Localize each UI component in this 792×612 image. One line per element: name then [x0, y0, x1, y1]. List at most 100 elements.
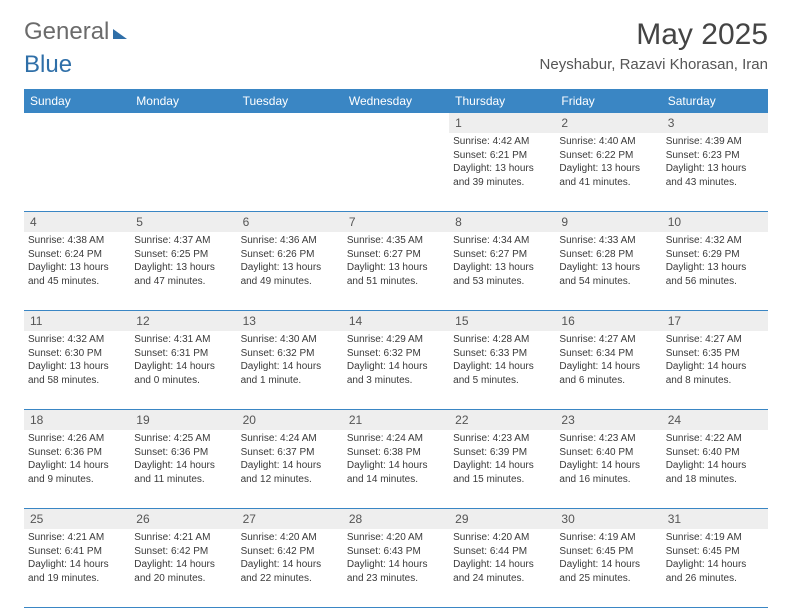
- day-cell: Sunrise: 4:19 AMSunset: 6:45 PMDaylight:…: [555, 529, 661, 607]
- day-number-row: 123: [24, 113, 768, 133]
- day-number: 7: [343, 212, 449, 232]
- day-cell: Sunrise: 4:23 AMSunset: 6:39 PMDaylight:…: [449, 430, 555, 508]
- day-number: 30: [555, 509, 661, 529]
- day-number: 19: [130, 410, 236, 430]
- sunrise-text: Sunrise: 4:21 AM: [134, 531, 232, 545]
- daylight-text: Daylight: 14 hours and 20 minutes.: [134, 558, 232, 585]
- day-cell: Sunrise: 4:28 AMSunset: 6:33 PMDaylight:…: [449, 331, 555, 409]
- day-cell: Sunrise: 4:34 AMSunset: 6:27 PMDaylight:…: [449, 232, 555, 310]
- weekday-heading: Wednesday: [343, 89, 449, 113]
- sunrise-text: Sunrise: 4:32 AM: [28, 333, 126, 347]
- day-number: 2: [555, 113, 661, 133]
- day-number: 8: [449, 212, 555, 232]
- sunset-text: Sunset: 6:29 PM: [666, 248, 764, 262]
- day-number: 13: [237, 311, 343, 331]
- sunset-text: Sunset: 6:42 PM: [134, 545, 232, 559]
- day-cell: Sunrise: 4:24 AMSunset: 6:38 PMDaylight:…: [343, 430, 449, 508]
- sunrise-text: Sunrise: 4:32 AM: [666, 234, 764, 248]
- day-cell: Sunrise: 4:20 AMSunset: 6:43 PMDaylight:…: [343, 529, 449, 607]
- sunrise-text: Sunrise: 4:20 AM: [453, 531, 551, 545]
- day-cell: [130, 133, 236, 211]
- daylight-text: Daylight: 14 hours and 15 minutes.: [453, 459, 551, 486]
- calendar-row: Sunrise: 4:21 AMSunset: 6:41 PMDaylight:…: [24, 529, 768, 608]
- day-number: 6: [237, 212, 343, 232]
- sunrise-text: Sunrise: 4:40 AM: [559, 135, 657, 149]
- daylight-text: Daylight: 14 hours and 23 minutes.: [347, 558, 445, 585]
- day-cell: Sunrise: 4:36 AMSunset: 6:26 PMDaylight:…: [237, 232, 343, 310]
- sunset-text: Sunset: 6:34 PM: [559, 347, 657, 361]
- day-cell: Sunrise: 4:19 AMSunset: 6:45 PMDaylight:…: [662, 529, 768, 607]
- sunrise-text: Sunrise: 4:26 AM: [28, 432, 126, 446]
- day-number: 16: [555, 311, 661, 331]
- sunset-text: Sunset: 6:37 PM: [241, 446, 339, 460]
- sunset-text: Sunset: 6:32 PM: [241, 347, 339, 361]
- day-cell: Sunrise: 4:26 AMSunset: 6:36 PMDaylight:…: [24, 430, 130, 508]
- logo: General: [24, 18, 129, 46]
- sunrise-text: Sunrise: 4:38 AM: [28, 234, 126, 248]
- day-number: 11: [24, 311, 130, 331]
- calendar-header-row: Sunday Monday Tuesday Wednesday Thursday…: [24, 89, 768, 113]
- sunrise-text: Sunrise: 4:24 AM: [241, 432, 339, 446]
- daylight-text: Daylight: 14 hours and 26 minutes.: [666, 558, 764, 585]
- title-block: May 2025 Neyshabur, Razavi Khorasan, Ira…: [540, 18, 768, 73]
- day-cell: Sunrise: 4:30 AMSunset: 6:32 PMDaylight:…: [237, 331, 343, 409]
- sunrise-text: Sunrise: 4:19 AM: [666, 531, 764, 545]
- day-number: 5: [130, 212, 236, 232]
- day-number: 29: [449, 509, 555, 529]
- sunrise-text: Sunrise: 4:22 AM: [666, 432, 764, 446]
- day-cell: Sunrise: 4:20 AMSunset: 6:44 PMDaylight:…: [449, 529, 555, 607]
- logo-triangle-icon: [113, 29, 127, 39]
- day-number: 3: [662, 113, 768, 133]
- sunrise-text: Sunrise: 4:33 AM: [559, 234, 657, 248]
- day-number-row: 11121314151617: [24, 311, 768, 331]
- sunset-text: Sunset: 6:42 PM: [241, 545, 339, 559]
- day-number: 1: [449, 113, 555, 133]
- calendar-row: Sunrise: 4:26 AMSunset: 6:36 PMDaylight:…: [24, 430, 768, 509]
- daylight-text: Daylight: 13 hours and 51 minutes.: [347, 261, 445, 288]
- sunset-text: Sunset: 6:43 PM: [347, 545, 445, 559]
- daylight-text: Daylight: 14 hours and 9 minutes.: [28, 459, 126, 486]
- daylight-text: Daylight: 14 hours and 3 minutes.: [347, 360, 445, 387]
- sunset-text: Sunset: 6:27 PM: [453, 248, 551, 262]
- daylight-text: Daylight: 13 hours and 54 minutes.: [559, 261, 657, 288]
- sunset-text: Sunset: 6:45 PM: [666, 545, 764, 559]
- weekday-heading: Friday: [555, 89, 661, 113]
- day-cell: Sunrise: 4:25 AMSunset: 6:36 PMDaylight:…: [130, 430, 236, 508]
- day-cell: Sunrise: 4:32 AMSunset: 6:29 PMDaylight:…: [662, 232, 768, 310]
- sunrise-text: Sunrise: 4:24 AM: [347, 432, 445, 446]
- sunset-text: Sunset: 6:23 PM: [666, 149, 764, 163]
- day-number: 31: [662, 509, 768, 529]
- day-cell: Sunrise: 4:23 AMSunset: 6:40 PMDaylight:…: [555, 430, 661, 508]
- sunrise-text: Sunrise: 4:42 AM: [453, 135, 551, 149]
- sunrise-text: Sunrise: 4:29 AM: [347, 333, 445, 347]
- day-number-row: 18192021222324: [24, 410, 768, 430]
- day-cell: Sunrise: 4:37 AMSunset: 6:25 PMDaylight:…: [130, 232, 236, 310]
- day-cell: Sunrise: 4:31 AMSunset: 6:31 PMDaylight:…: [130, 331, 236, 409]
- weekday-heading: Thursday: [449, 89, 555, 113]
- daylight-text: Daylight: 14 hours and 11 minutes.: [134, 459, 232, 486]
- daylight-text: Daylight: 14 hours and 22 minutes.: [241, 558, 339, 585]
- calendar-body: 123Sunrise: 4:42 AMSunset: 6:21 PMDaylig…: [24, 113, 768, 608]
- day-cell: Sunrise: 4:20 AMSunset: 6:42 PMDaylight:…: [237, 529, 343, 607]
- day-number: 17: [662, 311, 768, 331]
- sunrise-text: Sunrise: 4:23 AM: [559, 432, 657, 446]
- day-number-row: 25262728293031: [24, 509, 768, 529]
- sunset-text: Sunset: 6:33 PM: [453, 347, 551, 361]
- day-number: 9: [555, 212, 661, 232]
- day-cell: Sunrise: 4:33 AMSunset: 6:28 PMDaylight:…: [555, 232, 661, 310]
- sunset-text: Sunset: 6:30 PM: [28, 347, 126, 361]
- day-number: [343, 113, 449, 133]
- daylight-text: Daylight: 13 hours and 58 minutes.: [28, 360, 126, 387]
- weekday-heading: Tuesday: [237, 89, 343, 113]
- sunrise-text: Sunrise: 4:27 AM: [559, 333, 657, 347]
- daylight-text: Daylight: 14 hours and 18 minutes.: [666, 459, 764, 486]
- sunrise-text: Sunrise: 4:20 AM: [241, 531, 339, 545]
- weekday-heading: Monday: [130, 89, 236, 113]
- day-cell: Sunrise: 4:32 AMSunset: 6:30 PMDaylight:…: [24, 331, 130, 409]
- sunset-text: Sunset: 6:31 PM: [134, 347, 232, 361]
- day-number: 22: [449, 410, 555, 430]
- location-label: Neyshabur, Razavi Khorasan, Iran: [540, 56, 768, 73]
- daylight-text: Daylight: 14 hours and 25 minutes.: [559, 558, 657, 585]
- month-title: May 2025: [540, 18, 768, 52]
- day-number-row: 45678910: [24, 212, 768, 232]
